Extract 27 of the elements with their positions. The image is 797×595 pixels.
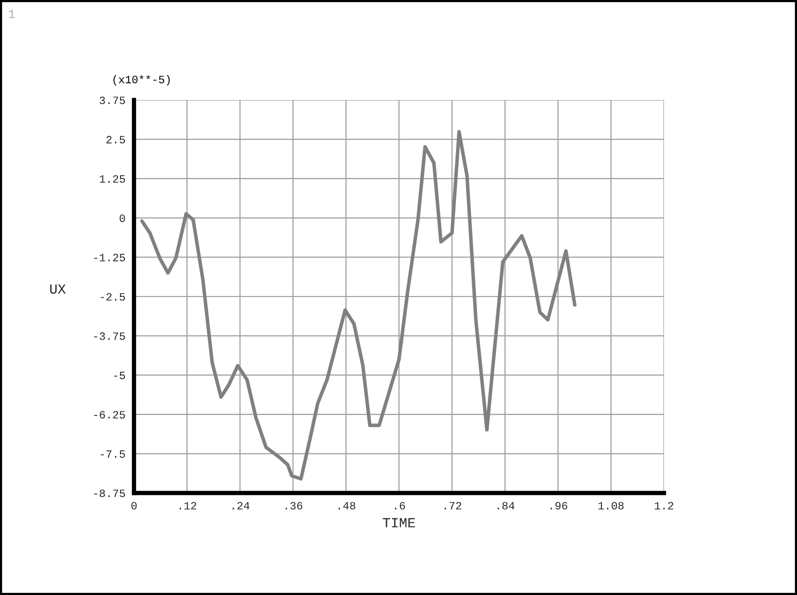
y-tick-label: 3.75 xyxy=(100,96,125,104)
x-tick-label: .12 xyxy=(180,502,196,510)
y-tick-label: -1.25 xyxy=(94,254,125,262)
y-tick-label: -8.75 xyxy=(94,490,125,498)
x-tick-label: .48 xyxy=(338,502,356,510)
y-tick-label: -3.75 xyxy=(94,332,125,340)
x-tick-label: .72 xyxy=(444,502,462,510)
y-axis-title: UX xyxy=(50,284,66,294)
y-tick-label: -5 xyxy=(114,372,125,380)
x-tick-label: 0 xyxy=(131,502,137,510)
y-tick-label: 0 xyxy=(120,214,125,222)
y-tick-label: -6.25 xyxy=(94,410,125,419)
x-axis-title: TIME xyxy=(382,518,415,528)
x-tick-label: .96 xyxy=(550,502,568,510)
text: (x10**-5) xyxy=(113,75,170,86)
y-tick-label: -7.5 xyxy=(100,450,125,458)
text: 1 xyxy=(8,10,15,18)
y-tick-label: -2.5 xyxy=(100,293,125,301)
line-series xyxy=(140,130,577,481)
x-tick-label: 1.2 xyxy=(654,502,674,510)
x-tick-label: 1.08 xyxy=(598,502,624,510)
y-tick-label: 1.25 xyxy=(100,175,125,183)
x-tick-label: .6 xyxy=(395,502,405,510)
x-tick-label: .36 xyxy=(286,502,302,510)
y-tick-label: 2.5 xyxy=(106,136,125,144)
x-tick-label: .84 xyxy=(498,502,514,510)
x-tick-label: .24 xyxy=(232,502,250,510)
